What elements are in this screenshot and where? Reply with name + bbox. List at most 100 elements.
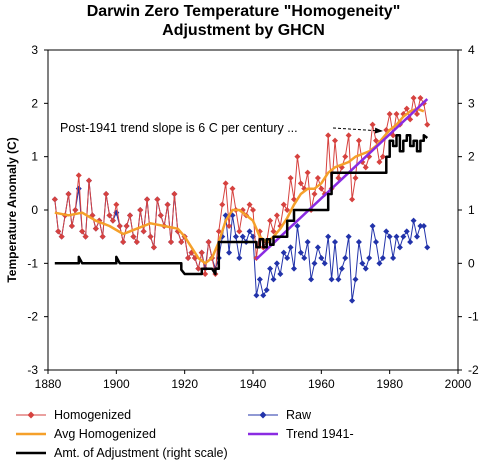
legend-swatch-marker: [259, 411, 267, 419]
homogenized-point: [376, 159, 383, 165]
homogenized-point: [154, 196, 161, 203]
legend-swatch-marker: [27, 411, 35, 419]
homogenized-point: [325, 132, 332, 139]
raw-point: [270, 276, 277, 283]
raw-point: [366, 255, 373, 261]
y2-tick-label: 2: [468, 150, 475, 164]
y2-tick-label: 3: [468, 96, 475, 110]
raw-point: [424, 244, 431, 251]
homogenized-point: [403, 105, 410, 112]
raw-point: [232, 233, 239, 240]
raw-point: [311, 260, 318, 267]
x-tick-label: 1920: [171, 377, 198, 391]
homogenized-point: [133, 239, 140, 245]
raw-point: [386, 233, 393, 240]
y2-tick-label: 1: [468, 203, 475, 217]
raw-point: [407, 239, 414, 245]
homogenized-point: [120, 239, 127, 245]
raw-point: [349, 297, 356, 304]
homogenized-point: [127, 212, 133, 219]
raw-point: [352, 276, 359, 283]
homogenized-point: [229, 185, 236, 192]
homogenized-point: [140, 228, 147, 235]
homogenized-point: [393, 111, 400, 117]
y-tick-label: 0: [31, 203, 38, 217]
raw-point: [335, 276, 342, 283]
raw-point: [304, 239, 311, 245]
homogenized-point: [417, 95, 424, 101]
homogenized-point: [410, 95, 417, 101]
homogenized-point: [297, 180, 304, 187]
raw-point: [345, 233, 352, 240]
y2-tick-label: -2: [468, 363, 479, 377]
homogenized-point: [386, 111, 393, 117]
homogenized-point: [314, 175, 321, 181]
homogenized-point: [144, 196, 151, 203]
raw-point: [246, 228, 253, 235]
homogenized-point: [294, 153, 301, 160]
homogenized-point: [332, 137, 338, 144]
raw-point: [301, 255, 308, 261]
y2-tick-label: -1: [468, 310, 479, 324]
raw-point: [369, 223, 376, 229]
homogenized-point: [236, 228, 243, 235]
y-tick-label: 1: [31, 150, 38, 164]
homogenized-point: [82, 233, 89, 240]
x-tick-label: 1940: [240, 377, 267, 391]
raw-point: [362, 265, 369, 272]
raw-point: [396, 244, 403, 251]
y-tick-label: 2: [31, 96, 38, 110]
raw-point: [253, 292, 260, 299]
raw-point: [359, 260, 366, 267]
raw-point: [267, 265, 274, 272]
homogenized-point: [72, 207, 79, 213]
homogenized-point: [113, 201, 120, 208]
homogenized-point: [355, 137, 362, 144]
raw-point: [414, 233, 420, 240]
x-tick-label: 1980: [376, 377, 403, 391]
raw-point: [297, 249, 304, 256]
raw-point: [383, 228, 390, 235]
homogenized-point: [222, 180, 229, 187]
homogenized-point: [273, 212, 280, 219]
chart-title-line-2: Adjustment by GHCN: [162, 22, 325, 39]
raw-point: [400, 233, 407, 240]
homogenized-point: [195, 265, 202, 272]
raw-point: [280, 249, 287, 256]
legend-label: Trend 1941-: [286, 427, 354, 441]
raw-point: [314, 244, 321, 251]
homogenized-point: [284, 207, 291, 213]
chart-title-line-1: Darwin Zero Temperature "Homogeneity": [86, 3, 401, 20]
homogenized-point: [270, 228, 277, 235]
homogenized-point: [373, 137, 379, 144]
homogenized-point: [352, 175, 359, 181]
trend-line: [255, 98, 429, 261]
homogenized-point: [130, 233, 137, 240]
homogenized-point: [198, 249, 205, 256]
homogenized-point: [147, 233, 154, 240]
homogenized-point: [304, 169, 311, 176]
y-tick-label: 3: [31, 43, 38, 57]
homogenized-point: [164, 201, 171, 208]
homogenized-point: [226, 223, 233, 229]
raw-point: [390, 255, 397, 261]
homogenized-point: [103, 191, 110, 197]
raw-point: [338, 265, 345, 272]
homogenized-point: [58, 233, 65, 240]
homogenized-point: [215, 228, 222, 235]
homogenized-point: [369, 121, 376, 128]
raw-point: [236, 255, 243, 261]
raw-point: [379, 255, 386, 261]
homogenized-point: [68, 223, 75, 229]
homogenized-point: [287, 175, 294, 181]
raw-point: [321, 260, 328, 267]
y-axis-label: Temperature Anomaly (C): [5, 137, 19, 282]
legend: Homogenized Raw Avg Homogenized Trend 1941-…: [16, 408, 354, 460]
raw-point: [308, 276, 315, 283]
raw-point: [256, 276, 263, 283]
homogenized-point: [178, 239, 185, 245]
homogenized-point: [92, 225, 99, 232]
adjustment-line: [54, 134, 429, 276]
homogenized-point: [342, 153, 349, 160]
x-tick-label: 2000: [445, 377, 472, 391]
